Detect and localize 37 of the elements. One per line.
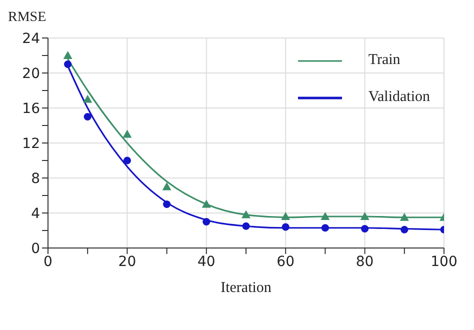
legend-label: Validation	[368, 89, 430, 106]
y-tick-label: 24	[22, 30, 40, 47]
point	[400, 212, 409, 221]
point	[122, 130, 132, 138]
point	[163, 200, 171, 208]
y-tick-label: 20	[22, 66, 40, 82]
x-tick-label: 60	[276, 254, 295, 270]
x-tick-label: 100	[430, 254, 458, 270]
point	[64, 60, 72, 68]
point	[400, 226, 408, 234]
point	[361, 224, 369, 233]
x-tick-label: 40	[197, 254, 216, 270]
y-axis-title: RMSE	[8, 10, 46, 26]
point	[281, 212, 290, 220]
point	[242, 210, 250, 218]
x-tick-label: 80	[356, 254, 374, 270]
point	[202, 218, 210, 226]
point	[84, 112, 92, 121]
point	[242, 222, 250, 230]
y-tick-label: 16	[22, 100, 40, 117]
y-tick-label: 8	[31, 170, 40, 187]
y-tick-label: 12	[22, 136, 40, 152]
point	[83, 94, 92, 103]
y-tick-label: 0	[31, 240, 40, 257]
point	[282, 223, 290, 231]
point	[63, 51, 72, 59]
point	[320, 212, 330, 220]
y-tick-label: 4	[31, 206, 40, 222]
x-tick-label: 0	[44, 254, 52, 270]
point	[202, 200, 211, 208]
x-axis-title: Iteration	[220, 280, 272, 296]
legend-label: Train	[368, 52, 400, 69]
point	[360, 212, 370, 220]
point	[162, 182, 172, 190]
point	[123, 156, 131, 164]
x-tick-label: 20	[118, 254, 136, 270]
point	[321, 224, 329, 232]
